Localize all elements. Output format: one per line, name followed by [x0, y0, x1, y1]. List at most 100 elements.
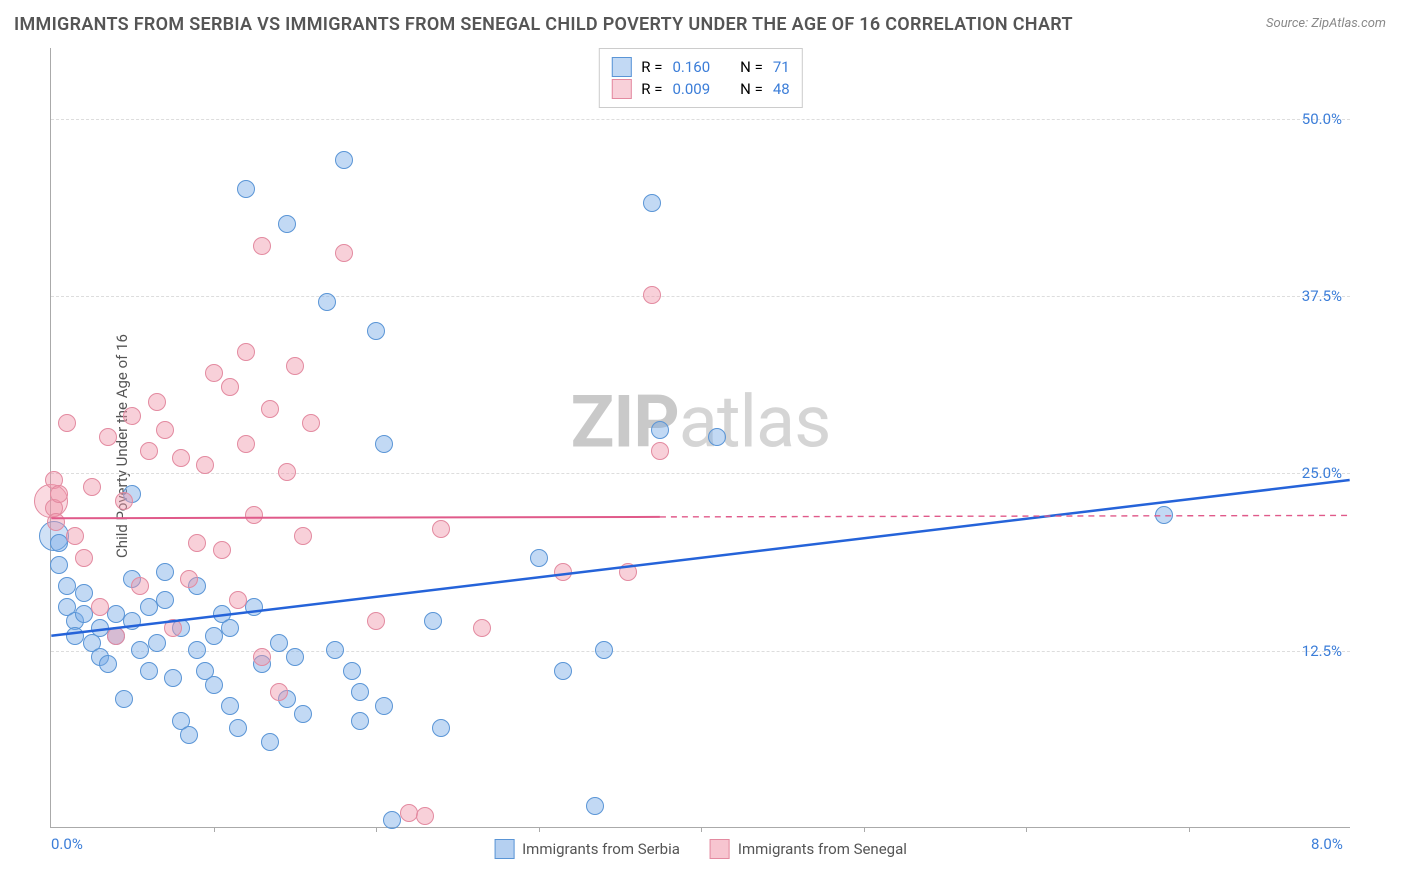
scatter-point-senegal	[156, 421, 174, 439]
scatter-point-serbia	[164, 669, 182, 687]
x-minor-tick	[864, 827, 865, 832]
scatter-point-serbia	[99, 655, 117, 673]
scatter-point-senegal	[123, 407, 141, 425]
n-value-senegal: 48	[773, 80, 790, 98]
swatch-serbia	[494, 839, 514, 859]
scatter-point-senegal	[164, 619, 182, 637]
scatter-point-senegal	[253, 237, 271, 255]
scatter-point-serbia	[237, 180, 255, 198]
scatter-point-senegal	[237, 343, 255, 361]
scatter-point-senegal	[294, 527, 312, 545]
gridline	[51, 473, 1350, 474]
scatter-point-serbia	[375, 697, 393, 715]
scatter-point-serbia	[294, 705, 312, 723]
scatter-point-senegal	[115, 492, 133, 510]
chart-title: IMMIGRANTS FROM SERBIA VS IMMIGRANTS FRO…	[14, 14, 1073, 35]
swatch-senegal	[611, 79, 631, 99]
scatter-point-senegal	[619, 563, 637, 581]
scatter-point-senegal	[270, 683, 288, 701]
scatter-point-serbia	[595, 641, 613, 659]
legend-label-senegal: Immigrants from Senegal	[738, 840, 907, 858]
scatter-point-serbia	[229, 719, 247, 737]
scatter-point-senegal	[172, 449, 190, 467]
scatter-point-serbia	[205, 676, 223, 694]
scatter-point-serbia	[651, 421, 669, 439]
scatter-point-serbia	[156, 591, 174, 609]
scatter-point-senegal	[253, 648, 271, 666]
scatter-point-senegal	[99, 428, 117, 446]
scatter-point-serbia	[278, 215, 296, 233]
scatter-point-serbia	[643, 194, 661, 212]
x-minor-tick	[701, 827, 702, 832]
scatter-point-senegal	[416, 807, 434, 825]
scatter-point-senegal	[107, 627, 125, 645]
legend-item-serbia: Immigrants from Serbia	[494, 839, 680, 859]
scatter-point-senegal	[245, 506, 263, 524]
scatter-point-senegal	[400, 804, 418, 822]
scatter-point-senegal	[196, 456, 214, 474]
correlation-legend: R = 0.160 N = 71 R = 0.009 N = 48	[598, 48, 802, 108]
scatter-point-senegal	[261, 400, 279, 418]
scatter-point-serbia	[123, 612, 141, 630]
x-minor-tick	[1026, 827, 1027, 832]
scatter-point-serbia	[50, 556, 68, 574]
scatter-point-serbia	[708, 428, 726, 446]
n-value-serbia: 71	[773, 58, 790, 76]
x-minor-tick	[214, 827, 215, 832]
y-tick-label: 37.5%	[1302, 287, 1342, 305]
scatter-point-serbia	[245, 598, 263, 616]
scatter-point-senegal	[651, 442, 669, 460]
scatter-point-serbia	[221, 697, 239, 715]
scatter-point-serbia	[424, 612, 442, 630]
scatter-point-senegal	[278, 463, 296, 481]
n-label: N =	[740, 58, 763, 76]
scatter-point-serbia	[140, 662, 158, 680]
legend-row-serbia: R = 0.160 N = 71	[611, 57, 789, 77]
legend-label-serbia: Immigrants from Serbia	[522, 840, 680, 858]
watermark: ZIPatlas	[571, 379, 831, 464]
scatter-point-senegal	[50, 485, 68, 503]
legend-row-senegal: R = 0.009 N = 48	[611, 79, 789, 99]
chart-plot-area: ZIPatlas R = 0.160 N = 71 R = 0.009 N = …	[50, 48, 1350, 828]
r-value-senegal: 0.009	[672, 80, 710, 98]
scatter-point-senegal	[237, 435, 255, 453]
scatter-point-senegal	[131, 577, 149, 595]
scatter-point-serbia	[188, 641, 206, 659]
scatter-point-serbia	[1155, 506, 1173, 524]
scatter-point-senegal	[286, 357, 304, 375]
x-minor-tick	[539, 827, 540, 832]
legend-item-senegal: Immigrants from Senegal	[710, 839, 907, 859]
gridline	[51, 119, 1350, 120]
gridline	[51, 651, 1350, 652]
scatter-point-senegal	[213, 541, 231, 559]
scatter-point-senegal	[221, 378, 239, 396]
scatter-point-serbia	[351, 712, 369, 730]
scatter-point-serbia	[318, 293, 336, 311]
n-label: N =	[740, 80, 763, 98]
scatter-point-senegal	[432, 520, 450, 538]
scatter-point-serbia	[180, 726, 198, 744]
r-label: R =	[641, 80, 662, 98]
r-value-serbia: 0.160	[672, 58, 710, 76]
scatter-point-senegal	[140, 442, 158, 460]
x-minor-tick	[1189, 827, 1190, 832]
scatter-point-serbia	[261, 733, 279, 751]
scatter-point-serbia	[326, 641, 344, 659]
scatter-point-serbia	[115, 690, 133, 708]
x-tick-label: 8.0%	[1311, 835, 1343, 853]
x-minor-tick	[376, 827, 377, 832]
series-legend: Immigrants from Serbia Immigrants from S…	[494, 839, 907, 859]
scatter-point-serbia	[367, 322, 385, 340]
scatter-point-serbia	[148, 634, 166, 652]
scatter-point-serbia	[375, 435, 393, 453]
scatter-point-senegal	[473, 619, 491, 637]
scatter-point-senegal	[47, 513, 65, 531]
scatter-point-senegal	[367, 612, 385, 630]
y-tick-label: 50.0%	[1302, 110, 1342, 128]
scatter-point-senegal	[83, 478, 101, 496]
scatter-point-senegal	[180, 570, 198, 588]
scatter-point-serbia	[586, 797, 604, 815]
gridline	[51, 296, 1350, 297]
scatter-point-serbia	[221, 619, 239, 637]
trend-line-dashed-senegal	[660, 515, 1350, 517]
